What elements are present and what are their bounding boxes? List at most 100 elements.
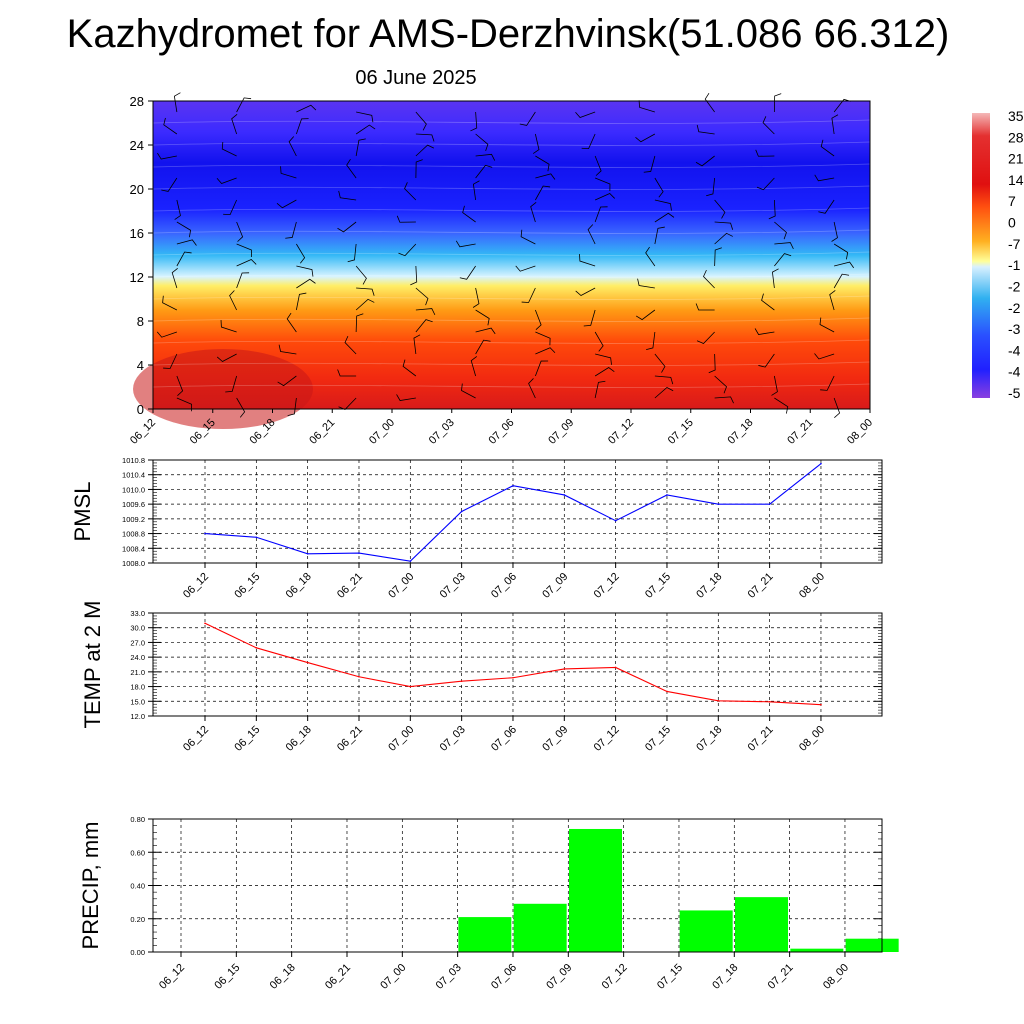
contour-line: [152, 251, 871, 256]
temp-point: [614, 666, 617, 669]
wind-barb: [176, 375, 184, 396]
wind-barb: [774, 221, 787, 240]
wind-barb: [654, 199, 672, 211]
wind-barb: [773, 93, 782, 113]
y-axis-title: TEMP at 2 M: [80, 601, 105, 729]
wind-barb: [415, 144, 435, 157]
x-tick-label: 07_21: [785, 417, 815, 447]
wind-barb: [594, 155, 602, 176]
wind-barb: [236, 243, 252, 257]
temp-point: [358, 675, 360, 678]
colorbar-label: 14: [1008, 172, 1024, 188]
wind-barb: [535, 360, 549, 377]
wind-barb: [277, 375, 297, 387]
x-tick-label: 08_00: [797, 724, 827, 754]
x-tick-label: 07_18: [726, 417, 756, 447]
temp-point: [717, 699, 720, 702]
y-tick-label: 18.0: [130, 683, 145, 692]
wind-barb: [475, 164, 493, 179]
wind-barb: [163, 353, 178, 369]
wind-barb: [594, 380, 606, 399]
wind-barb: [535, 155, 550, 172]
wind-barb: [528, 378, 536, 399]
wind-barb: [176, 239, 197, 246]
wind-barb: [459, 265, 476, 280]
contour-line: [152, 273, 871, 278]
wind-barb: [415, 287, 429, 306]
pmsl-frame: [152, 459, 883, 564]
x-tick-label: 07_06: [489, 571, 519, 601]
y-tick-label: 1008.8: [122, 530, 145, 539]
pmsl-point: [820, 462, 822, 465]
y-axis-title: PMSL: [70, 482, 95, 542]
colorbar-label: -7: [1008, 236, 1021, 252]
temp-point: [666, 690, 668, 693]
wind-barb: [758, 353, 775, 368]
wind-barb: [708, 353, 716, 374]
wind-barb: [285, 221, 297, 239]
x-tick-label: 07_00: [386, 724, 416, 754]
wind-barb: [595, 353, 612, 365]
wind-barb: [475, 309, 490, 326]
wind-barb: [295, 118, 309, 135]
wind-barb: [703, 269, 715, 289]
wind-barb: [415, 111, 427, 131]
y-tick-label: 15.0: [130, 697, 145, 706]
x-tick-label: 07_06: [489, 962, 519, 992]
wind-barb: [174, 199, 181, 220]
x-tick-label: 06_21: [323, 962, 353, 992]
x-tick-label: 06_15: [212, 962, 242, 992]
wind-barb: [714, 221, 734, 230]
wind-barb: [337, 369, 357, 377]
temp-point: [820, 703, 822, 706]
wind-barb: [475, 339, 491, 355]
wind-barb: [470, 356, 478, 377]
wind-barb: [535, 173, 556, 180]
wind-barb: [236, 221, 244, 242]
x-tick-label: 07_15: [643, 724, 673, 754]
wind-barb: [286, 312, 297, 333]
y-tick-label: 12: [130, 270, 144, 285]
x-tick-label: 06_21: [335, 571, 365, 601]
x-tick-label: 07_21: [746, 724, 776, 754]
x-tick-label: 07_09: [546, 417, 576, 447]
wind-barb: [347, 243, 357, 263]
precip-bar: [458, 917, 512, 952]
wind-barb: [470, 111, 478, 132]
x-tick-label: 07_09: [540, 724, 570, 754]
wind-barb: [229, 290, 237, 311]
y-tick-label: 0.00: [130, 948, 145, 957]
wind-barb: [461, 383, 476, 399]
y-tick-label: 12.0: [130, 712, 145, 721]
wind-barb: [236, 272, 250, 289]
pmsl-point: [768, 503, 771, 505]
contour-line: [152, 383, 871, 388]
colorbar-label: -1: [1008, 257, 1021, 273]
precip-frame: [152, 818, 883, 953]
wind-barb: [654, 353, 666, 373]
wind-barb: [415, 308, 436, 316]
wind-barb: [714, 232, 733, 245]
temp-point: [768, 700, 771, 703]
wind-barb: [654, 226, 665, 245]
wind-barb: [296, 104, 317, 113]
precip-bar: [513, 903, 567, 952]
wind-barb: [819, 317, 835, 333]
wind-barb: [171, 268, 178, 289]
wind-barb: [706, 177, 716, 197]
wind-barb: [654, 387, 674, 399]
wind-barb: [575, 287, 596, 296]
x-tick-label: 06_18: [268, 962, 298, 992]
wind-barb: [415, 133, 435, 142]
temp-point: [512, 676, 514, 679]
wind-barb: [398, 243, 417, 257]
wind-barb: [831, 114, 839, 135]
x-tick-label: 07_15: [655, 962, 685, 992]
colorbar-label: -4: [1008, 342, 1021, 358]
y-axis-title: PRECIP, mm: [78, 822, 103, 950]
wind-barb: [594, 193, 615, 201]
contour-line: [152, 229, 871, 234]
pmsl-point: [409, 560, 412, 562]
wind-barb: [157, 152, 177, 160]
